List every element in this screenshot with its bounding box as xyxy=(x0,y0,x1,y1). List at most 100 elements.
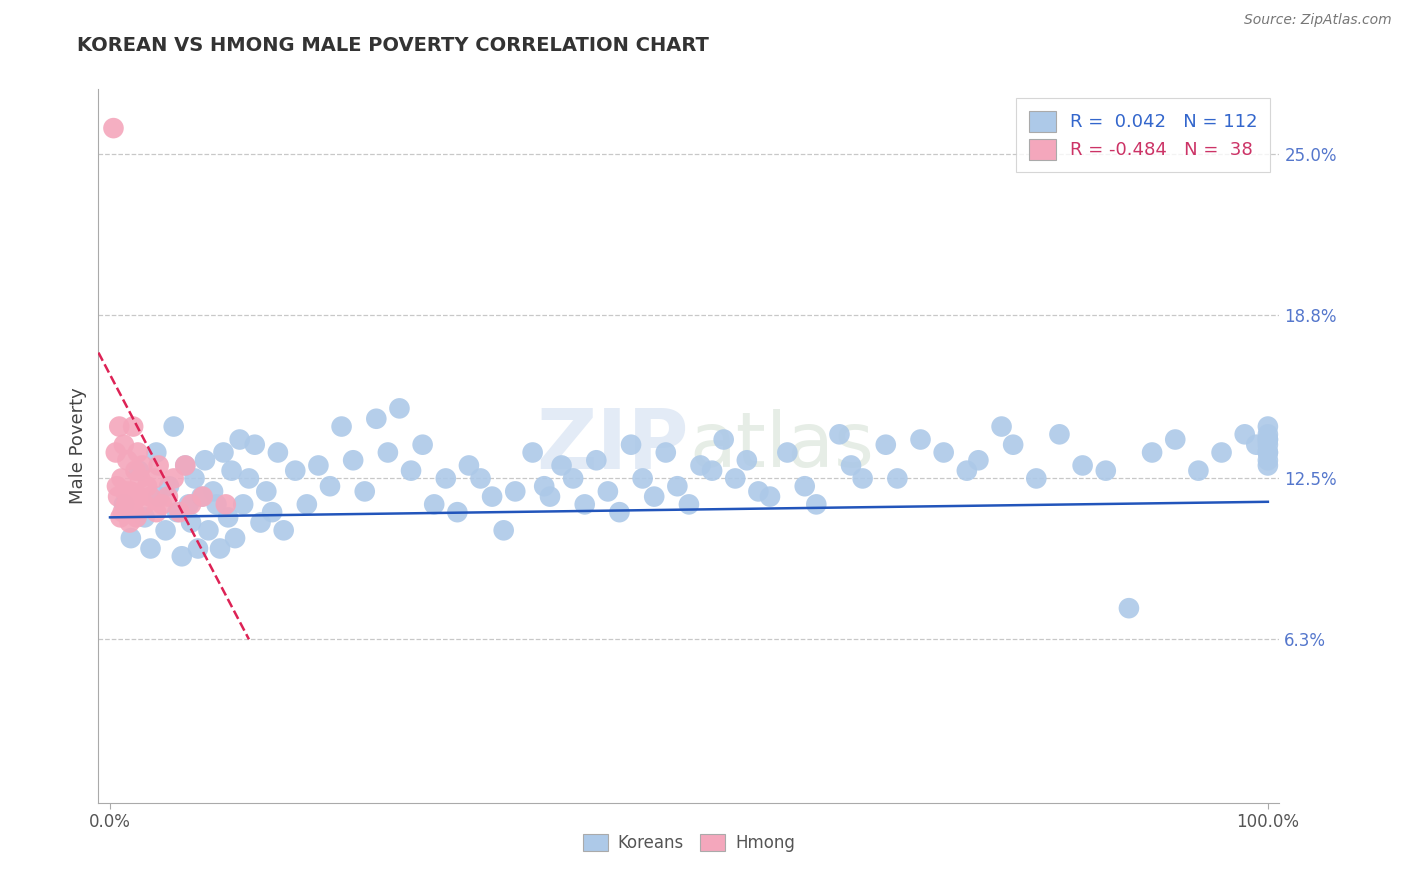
Point xyxy=(1094,464,1116,478)
Point xyxy=(117,490,139,504)
Point xyxy=(217,510,239,524)
Point xyxy=(852,471,875,485)
Point xyxy=(886,471,908,485)
Point xyxy=(585,453,607,467)
Point xyxy=(166,505,188,519)
Point xyxy=(128,490,150,504)
Point xyxy=(776,445,799,459)
Point xyxy=(232,497,254,511)
Text: KOREAN VS HMONG MALE POVERTY CORRELATION CHART: KOREAN VS HMONG MALE POVERTY CORRELATION… xyxy=(77,36,709,54)
Point xyxy=(273,524,295,538)
Point xyxy=(118,516,141,530)
Point xyxy=(932,445,955,459)
Point xyxy=(342,453,364,467)
Point xyxy=(114,484,136,499)
Point xyxy=(110,510,132,524)
Point xyxy=(377,445,399,459)
Text: Source: ZipAtlas.com: Source: ZipAtlas.com xyxy=(1244,13,1392,28)
Point xyxy=(458,458,481,473)
Point xyxy=(197,524,219,538)
Point xyxy=(1211,445,1233,459)
Point xyxy=(105,479,128,493)
Point xyxy=(134,510,156,524)
Point xyxy=(163,471,186,485)
Point xyxy=(125,510,148,524)
Point xyxy=(112,438,135,452)
Point xyxy=(1164,433,1187,447)
Legend: Koreans, Hmong: Koreans, Hmong xyxy=(576,827,801,859)
Point xyxy=(319,479,342,493)
Point xyxy=(120,484,142,499)
Point xyxy=(121,497,143,511)
Point xyxy=(215,497,238,511)
Point xyxy=(139,541,162,556)
Point xyxy=(713,433,735,447)
Point xyxy=(124,464,146,478)
Point xyxy=(700,464,723,478)
Point xyxy=(202,484,225,499)
Point xyxy=(1118,601,1140,615)
Point xyxy=(174,458,197,473)
Point xyxy=(110,471,132,485)
Point xyxy=(127,445,149,459)
Point xyxy=(221,464,243,478)
Point xyxy=(112,497,135,511)
Point xyxy=(108,419,131,434)
Point xyxy=(412,438,434,452)
Point xyxy=(828,427,851,442)
Point xyxy=(134,497,156,511)
Point xyxy=(129,471,152,485)
Point xyxy=(1257,433,1279,447)
Point xyxy=(1233,427,1256,442)
Point xyxy=(1257,438,1279,452)
Point xyxy=(180,497,202,511)
Point xyxy=(538,490,561,504)
Point xyxy=(295,497,318,511)
Point xyxy=(177,497,200,511)
Point xyxy=(1257,419,1279,434)
Point xyxy=(194,453,217,467)
Point xyxy=(793,479,815,493)
Point xyxy=(155,524,177,538)
Point xyxy=(596,484,619,499)
Point xyxy=(156,490,179,504)
Point xyxy=(423,497,446,511)
Point xyxy=(148,458,170,473)
Point xyxy=(124,505,146,519)
Point xyxy=(136,479,159,493)
Point xyxy=(609,505,631,519)
Point xyxy=(655,445,678,459)
Point xyxy=(689,458,711,473)
Point xyxy=(875,438,897,452)
Point xyxy=(174,458,197,473)
Point xyxy=(562,471,585,485)
Point xyxy=(910,433,932,447)
Point xyxy=(128,464,150,478)
Point xyxy=(956,464,979,478)
Point xyxy=(666,479,689,493)
Point xyxy=(1187,464,1209,478)
Point xyxy=(1025,471,1047,485)
Point xyxy=(169,505,191,519)
Point xyxy=(115,497,138,511)
Point xyxy=(1257,453,1279,467)
Point xyxy=(148,490,170,504)
Point xyxy=(434,471,457,485)
Point xyxy=(388,401,411,416)
Point xyxy=(183,471,205,485)
Point xyxy=(1071,458,1094,473)
Text: atlas: atlas xyxy=(689,409,873,483)
Point xyxy=(678,497,700,511)
Text: ZIP: ZIP xyxy=(537,406,689,486)
Point xyxy=(967,453,990,467)
Point xyxy=(550,458,572,473)
Point xyxy=(150,497,173,511)
Point xyxy=(131,458,153,473)
Point xyxy=(522,445,544,459)
Y-axis label: Male Poverty: Male Poverty xyxy=(69,388,87,504)
Point xyxy=(170,549,193,564)
Point xyxy=(1049,427,1071,442)
Point xyxy=(446,505,468,519)
Point xyxy=(267,445,290,459)
Point xyxy=(1257,445,1279,459)
